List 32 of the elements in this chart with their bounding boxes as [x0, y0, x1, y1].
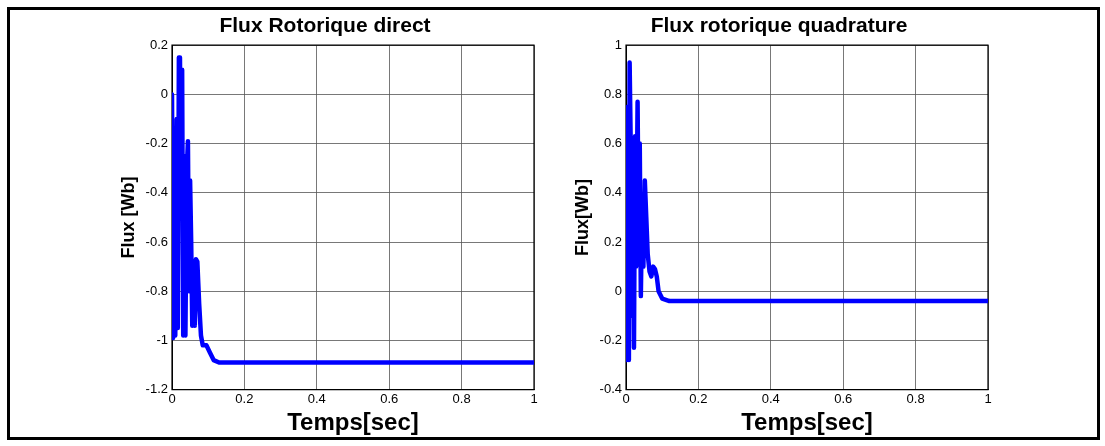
- x-axis-title: Temps[sec]: [287, 408, 419, 436]
- y-tick-label: -0.6: [145, 233, 168, 249]
- y-tick-label: -0.4: [145, 184, 168, 200]
- x-tick-label: 0.6: [834, 390, 853, 406]
- chart-title: Flux Rotorique direct: [219, 13, 431, 37]
- y-tick-label: 0: [160, 85, 168, 101]
- x-tick-label: 1: [530, 390, 538, 406]
- y-tick-label: -0.8: [145, 282, 168, 298]
- x-tick-label: 1: [984, 390, 992, 406]
- chart-title: Flux rotorique quadrature: [650, 13, 908, 37]
- y-tick-label: 0.2: [603, 233, 622, 249]
- x-tick-label: 0.4: [307, 390, 326, 406]
- y-tick-label: -0.2: [145, 135, 168, 151]
- y-tick-label: 0.4: [603, 184, 622, 200]
- y-tick-label: -0.4: [599, 381, 622, 397]
- y-tick-label: -0.2: [599, 331, 622, 347]
- x-axis-title: Temps[sec]: [741, 408, 873, 436]
- x-tick-label: 0.6: [380, 390, 399, 406]
- y-tick-label: 0.8: [603, 85, 622, 101]
- y-tick-label: -1.2: [145, 381, 168, 397]
- x-tick-label: 0.4: [761, 390, 780, 406]
- y-tick-label: 1: [614, 36, 622, 52]
- x-tick-label: 0.2: [235, 390, 254, 406]
- y-tick-label: 0.6: [603, 135, 622, 151]
- x-tick-label: 0.2: [689, 390, 708, 406]
- y-axis-title: Flux[Wb]: [571, 178, 592, 256]
- y-axis-title: Flux [Wb]: [117, 176, 138, 259]
- y-tick-label: 0: [614, 282, 622, 298]
- x-tick-label: 0.8: [452, 390, 471, 406]
- y-tick-label: 0.2: [149, 36, 168, 52]
- y-tick-label: -1: [156, 331, 168, 347]
- x-tick-label: 0.8: [906, 390, 925, 406]
